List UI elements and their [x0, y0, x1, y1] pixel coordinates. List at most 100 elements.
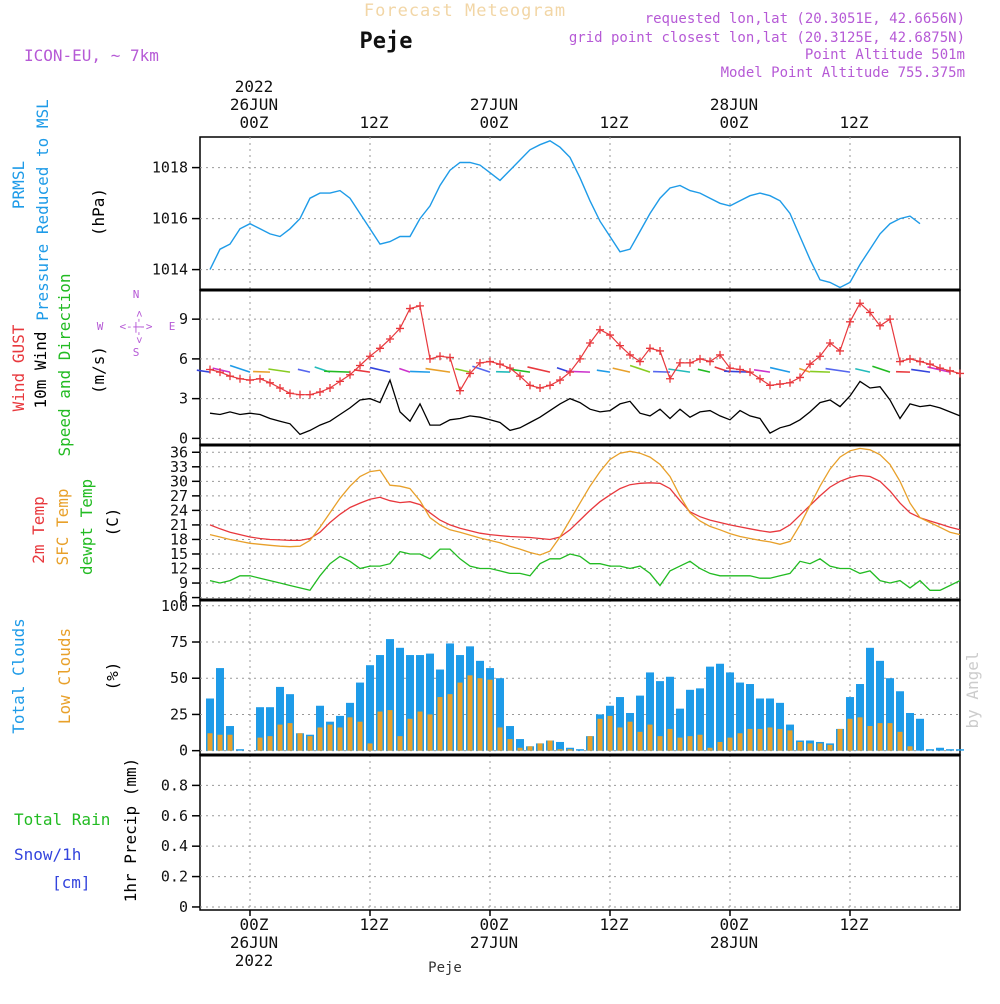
low-cloud-bar: [358, 722, 363, 751]
wind-gust-marker: [296, 391, 304, 399]
model-point-altitude: Model Point Altitude 755.375m: [721, 65, 965, 81]
snow-units-label: [cm]: [52, 873, 91, 892]
wind-gust-marker: [756, 375, 764, 383]
low-cloud-bar: [398, 736, 403, 750]
time-axis-top-label: 28JUN: [710, 95, 758, 114]
low-cloud-bar: [518, 748, 523, 751]
low-cloud-bar: [678, 738, 683, 751]
wind-gust-marker: [906, 355, 914, 363]
compass-arrows-vertical: <-|->: [133, 310, 146, 343]
low-cloud-bar: [768, 727, 773, 750]
low-cloud-bar: [368, 743, 373, 750]
wind-gust-marker: [316, 388, 324, 396]
y-tick-label: 0.2: [161, 868, 188, 886]
cloud-units-label: (%): [103, 662, 122, 691]
low-cloud-bar: [318, 727, 323, 750]
low-clouds-label: Low Clouds: [55, 628, 74, 724]
total-cloud-bar: [956, 749, 964, 750]
series-line-2m-temp: [210, 476, 960, 541]
total-cloud-bar: [926, 749, 934, 750]
wind-direction-arrow: [472, 366, 490, 372]
low-cloud-bar: [488, 680, 493, 751]
low-cloud-bar: [478, 678, 483, 750]
low-cloud-bar: [438, 697, 443, 751]
compass-west: W: [97, 320, 104, 333]
wind-direction-arrow: [324, 371, 350, 372]
time-axis-top-label: 26JUN: [230, 95, 278, 114]
wind-direction-arrow: [810, 371, 830, 372]
wind-gust-marker: [456, 387, 464, 395]
low-cloud-bar: [458, 683, 463, 751]
temp-units-label: (C): [103, 508, 122, 537]
time-axis-bottom-label: 12Z: [360, 915, 389, 934]
low-cloud-bar: [308, 736, 313, 750]
low-cloud-bar: [268, 736, 273, 750]
wind-gust-marker: [776, 380, 784, 388]
snow-label: Snow/1h: [14, 845, 81, 864]
low-cloud-bar: [448, 694, 453, 750]
low-cloud-bar: [688, 736, 693, 750]
requested-coordinates: requested lon,lat (20.3051E, 42.6656N): [645, 11, 965, 27]
wind-direction-arrow: [268, 369, 290, 372]
low-cloud-bar: [228, 735, 233, 751]
time-axis-top-label: 00Z: [720, 113, 749, 132]
time-axis-top-label: 12Z: [360, 113, 389, 132]
wind-gust-marker: [486, 358, 494, 366]
footer-location: Peje: [428, 960, 462, 976]
low-cloud-bar: [378, 712, 383, 751]
wind-gust-marker: [546, 381, 554, 389]
time-axis-bottom-label: 27JUN: [470, 933, 518, 952]
low-cloud-bar: [588, 736, 593, 750]
low-cloud-bar: [778, 729, 783, 751]
low-cloud-bar: [818, 743, 823, 750]
wind-direction-arrow: [370, 368, 390, 373]
low-cloud-bar: [868, 726, 873, 751]
low-cloud-bar: [568, 749, 573, 750]
time-axis-bottom-label: 28JUN: [710, 933, 758, 952]
wind-direction-arrow: [613, 368, 630, 372]
panel-frame-wind: [200, 290, 960, 445]
time-axis-bottom-label: 00Z: [480, 915, 509, 934]
low-cloud-bar: [498, 727, 503, 750]
series-line-10m-wind: [210, 380, 960, 434]
precip-axis-label: 1hr Precip (mm): [121, 758, 140, 903]
wind-direction-arrow: [855, 369, 870, 372]
wind-gust-marker: [226, 372, 234, 380]
wind-direction-arrow: [527, 367, 550, 372]
wind-direction-label: Speed and Direction: [55, 273, 74, 456]
wind-gust-marker: [306, 391, 314, 399]
location-title: Peje: [360, 29, 413, 54]
low-cloud-bar: [418, 712, 423, 751]
low-cloud-bar: [598, 719, 603, 751]
low-cloud-bar: [908, 746, 913, 750]
total-cloud-bar: [936, 748, 944, 751]
time-axis-top-label: 12Z: [840, 113, 869, 132]
wind-direction-arrow: [253, 372, 270, 373]
y-tick-label: 75: [170, 633, 188, 651]
y-tick-label: 0.4: [161, 837, 188, 855]
total-rain-label: Total Rain: [14, 810, 110, 829]
low-cloud-bar: [408, 719, 413, 751]
time-axis-top-label: 27JUN: [470, 95, 518, 114]
y-tick-label: 1014: [152, 261, 188, 279]
low-cloud-bar: [838, 729, 843, 751]
low-cloud-bar: [748, 729, 753, 751]
wind-gust-marker: [666, 375, 674, 383]
grid-point-coordinates: grid point closest lon,lat (20.3125E, 42…: [569, 30, 965, 46]
total-cloud-bar: [236, 749, 244, 750]
wind-gust-marker: [946, 367, 954, 375]
wind-gust-marker: [676, 359, 684, 367]
low-cloud-bar: [808, 743, 813, 750]
low-cloud-bar: [628, 722, 633, 751]
y-tick-label: 36: [170, 443, 188, 461]
total-cloud-bar: [576, 749, 584, 750]
time-axis-bottom-label: 2022: [235, 951, 274, 970]
time-axis-bottom-label: 12Z: [600, 915, 629, 934]
time-axis-bottom-label: 00Z: [240, 915, 269, 934]
time-axis-bottom-label: 00Z: [720, 915, 749, 934]
time-axis-top-label: 2022: [235, 77, 274, 96]
wind-gust-marker: [276, 384, 284, 392]
low-cloud-bar: [888, 723, 893, 751]
wind-direction-arrow: [872, 366, 890, 372]
